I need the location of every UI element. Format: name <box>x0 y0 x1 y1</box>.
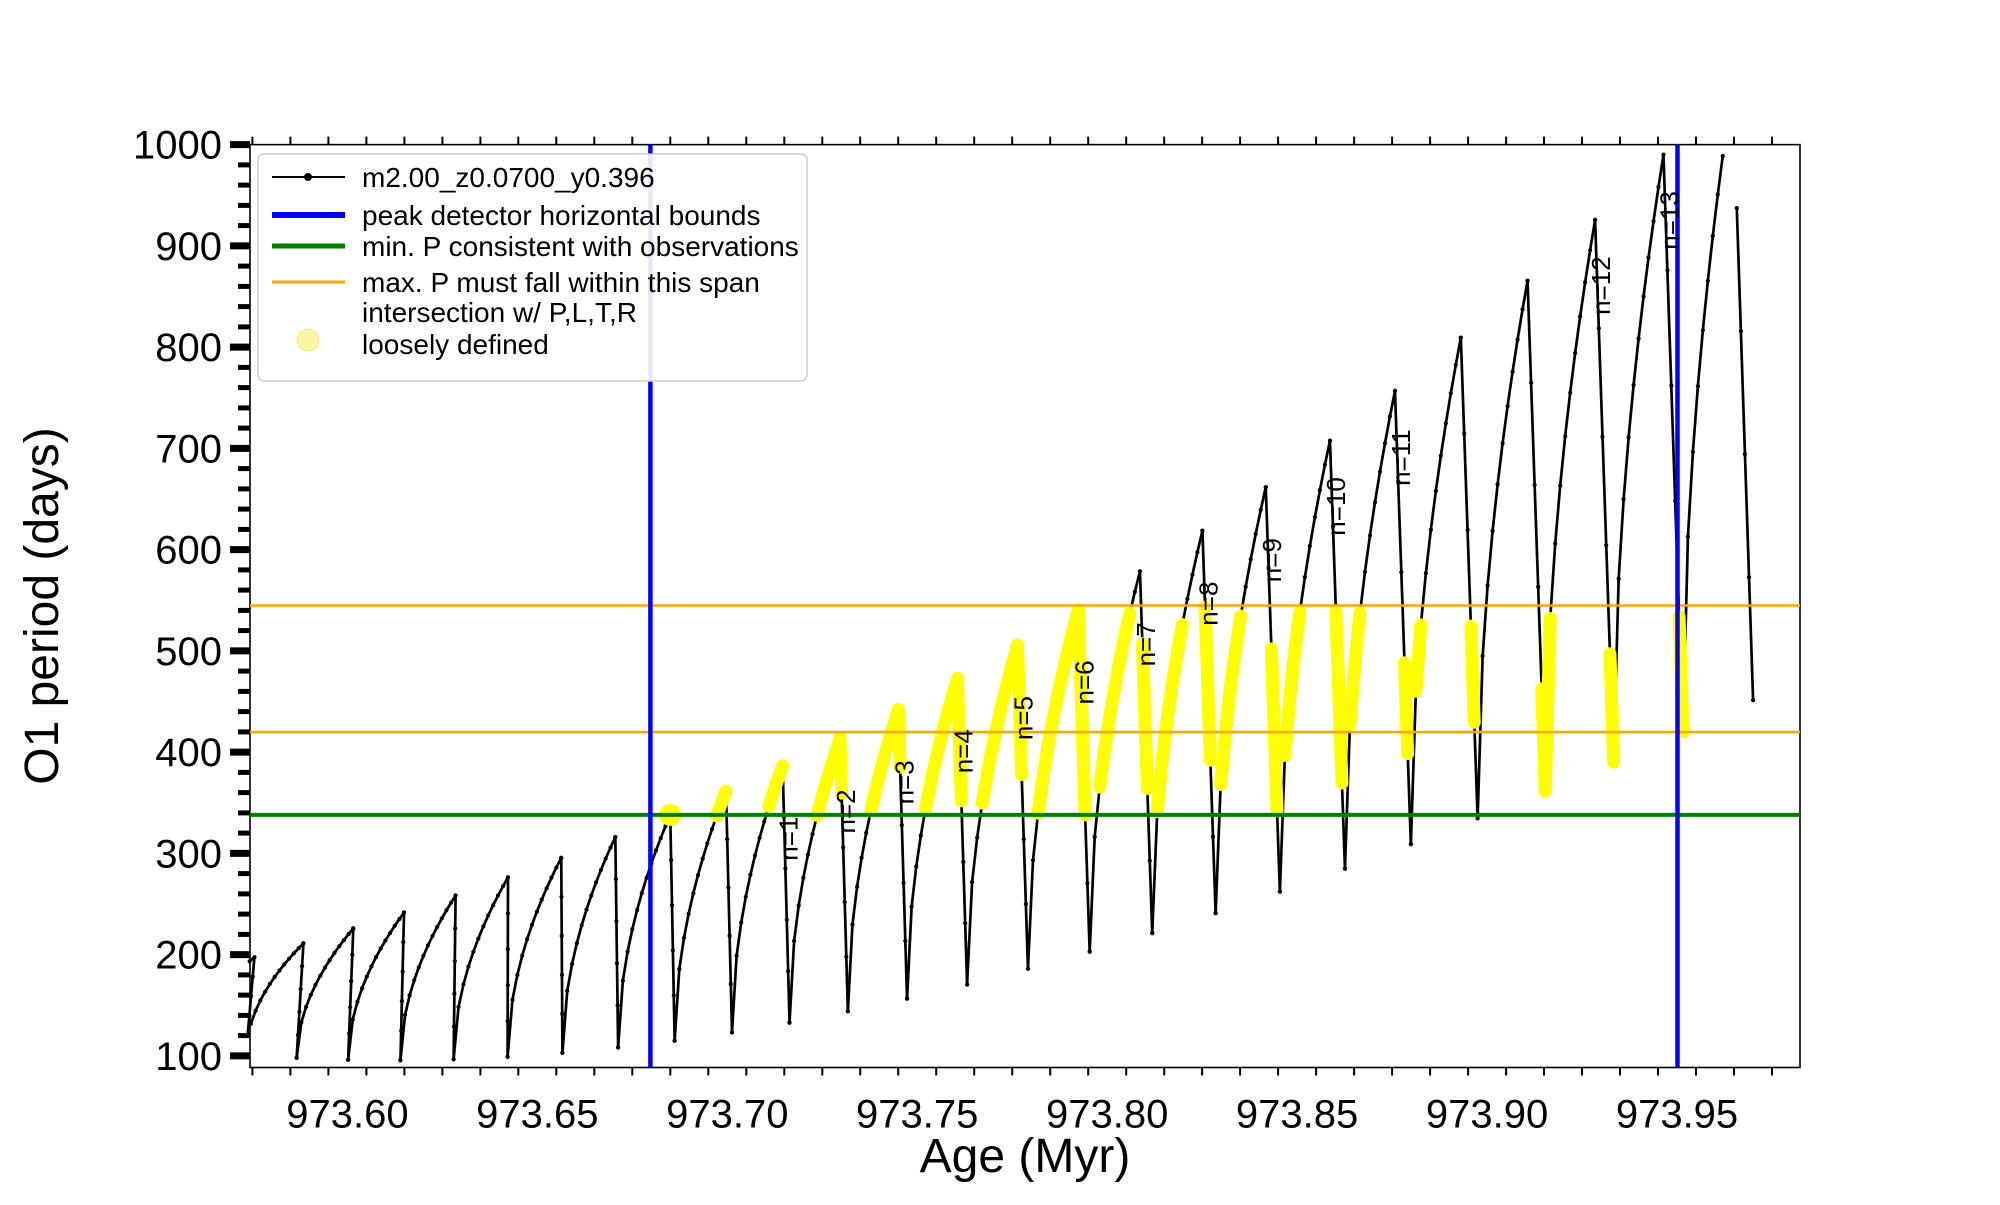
svg-text:973.60: 973.60 <box>286 1093 408 1137</box>
svg-text:973.95: 973.95 <box>1616 1093 1738 1137</box>
svg-text:n=4: n=4 <box>949 729 979 773</box>
svg-text:n=9: n=9 <box>1257 538 1287 582</box>
svg-text:973.65: 973.65 <box>476 1093 598 1137</box>
svg-text:n=11: n=11 <box>1386 429 1416 486</box>
svg-text:400: 400 <box>155 731 222 775</box>
svg-text:m2.00_z0.0700_y0.396: m2.00_z0.0700_y0.396 <box>362 162 655 193</box>
svg-text:peak detector horizontal bound: peak detector horizontal bounds <box>362 200 761 231</box>
svg-text:n=10: n=10 <box>1321 477 1351 536</box>
svg-text:973.70: 973.70 <box>666 1093 788 1137</box>
svg-text:max. P must fall within this s: max. P must fall within this span <box>362 267 760 298</box>
svg-text:973.90: 973.90 <box>1426 1093 1548 1137</box>
svg-text:973.85: 973.85 <box>1236 1093 1358 1137</box>
svg-text:loosely defined: loosely defined <box>362 329 549 360</box>
svg-text:200: 200 <box>155 934 222 978</box>
svg-text:900: 900 <box>155 225 222 269</box>
svg-text:n=6: n=6 <box>1069 660 1099 704</box>
svg-text:n=5: n=5 <box>1009 696 1039 740</box>
svg-text:intersection w/ P,L,T,R: intersection w/ P,L,T,R <box>362 297 637 328</box>
svg-text:1000: 1000 <box>133 124 222 168</box>
svg-text:n=8: n=8 <box>1193 582 1223 626</box>
svg-text:n=2: n=2 <box>831 789 861 833</box>
svg-text:n=3: n=3 <box>889 760 919 804</box>
svg-text:n=1: n=1 <box>774 817 804 861</box>
svg-text:min. P consistent with observa: min. P consistent with observations <box>362 231 799 262</box>
svg-text:300: 300 <box>155 832 222 876</box>
svg-text:600: 600 <box>155 529 222 573</box>
svg-text:Age (Myr): Age (Myr) <box>920 1130 1131 1183</box>
svg-text:n=12: n=12 <box>1586 256 1616 315</box>
svg-text:O1 period (days): O1 period (days) <box>16 427 69 785</box>
svg-text:500: 500 <box>155 630 222 674</box>
svg-text:n=7: n=7 <box>1131 622 1161 666</box>
svg-text:n=13: n=13 <box>1655 191 1685 250</box>
svg-text:800: 800 <box>155 326 222 370</box>
svg-text:100: 100 <box>155 1035 222 1079</box>
svg-text:700: 700 <box>155 427 222 471</box>
